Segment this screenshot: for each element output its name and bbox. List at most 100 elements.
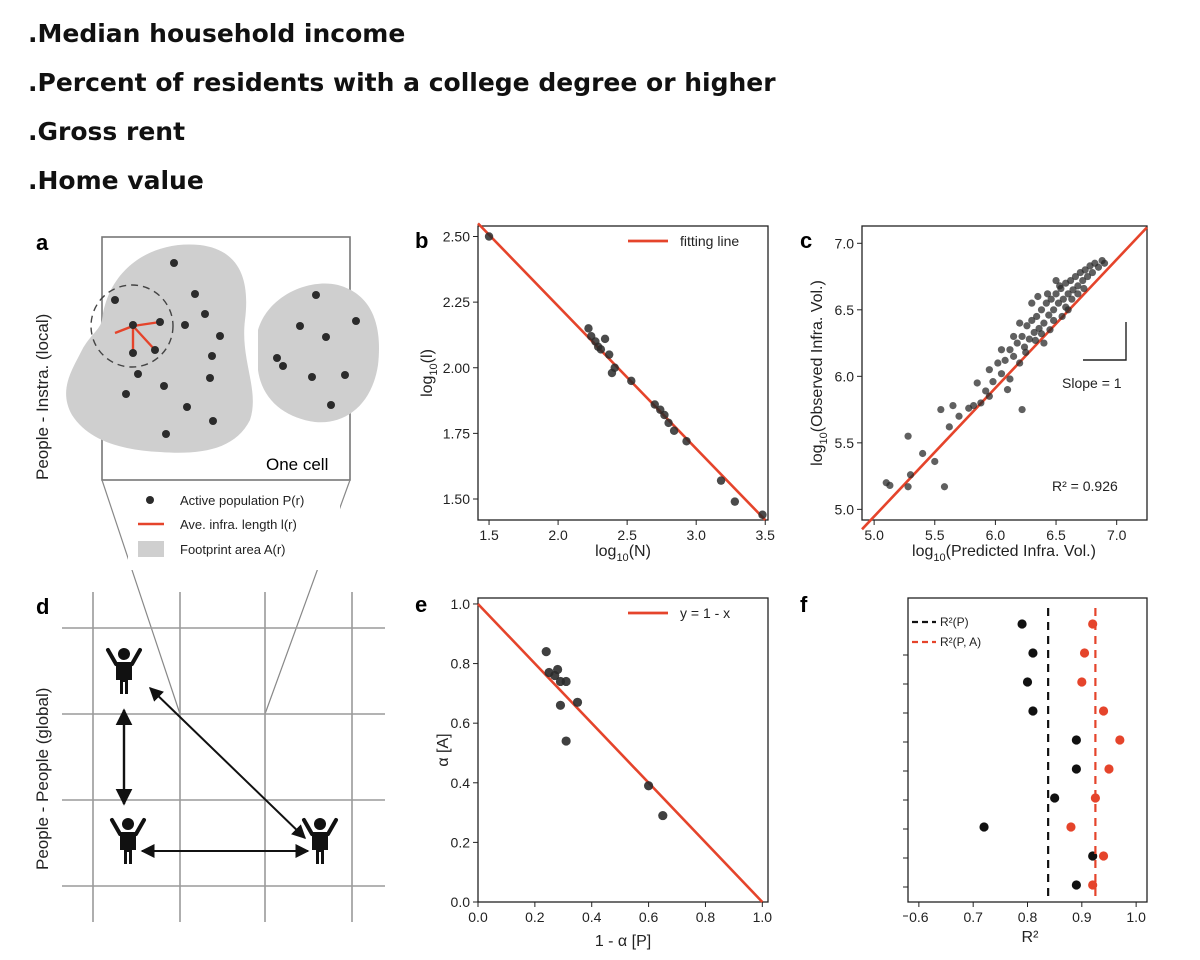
population-dot	[181, 321, 189, 329]
x-tick-label: 3.5	[756, 527, 776, 543]
plot-frame	[477, 597, 769, 903]
panel-f-letter: f	[800, 592, 808, 617]
data-point	[904, 483, 912, 491]
data-point	[1028, 648, 1038, 658]
panel-e: e 0.0 0.2 0.4 0.6 0.8 1.0 0.0 0.2 0.4 0.6 0.8 1.0 1 …	[415, 592, 772, 950]
x-tick-label: 1.0	[753, 909, 773, 925]
data-point	[1098, 706, 1109, 716]
one-cell-label: One cell	[266, 455, 328, 474]
x-axis-label: R²	[1022, 929, 1040, 946]
data-point	[660, 410, 669, 420]
data-point	[1050, 306, 1058, 314]
bullet-item-rent: .Gross rent	[28, 117, 186, 146]
data-point	[572, 697, 583, 707]
arrow-diagonal	[148, 687, 307, 839]
data-point	[977, 399, 985, 407]
data-point	[1071, 880, 1081, 890]
data-point	[1052, 290, 1060, 298]
panel-b-letter: b	[415, 228, 428, 253]
data-point	[1115, 735, 1125, 745]
x-tick-label: 2.0	[548, 527, 568, 543]
legend-label: R²(P, A)	[940, 635, 981, 649]
data-point	[1054, 299, 1063, 307]
population-dot	[129, 349, 137, 357]
neighborhood-circle	[90, 284, 174, 368]
population-dot	[279, 362, 287, 370]
data-point	[1018, 332, 1026, 341]
y-tick-label: 6.0	[835, 368, 855, 384]
data-point	[541, 647, 551, 657]
population-dot	[206, 374, 214, 382]
population-dot	[134, 370, 142, 378]
data-point	[1090, 793, 1100, 803]
data-point	[1033, 312, 1041, 321]
slope-indicator	[1083, 322, 1127, 361]
x-tick-label: 5.5	[925, 527, 945, 543]
data-point	[643, 781, 654, 791]
data-point	[561, 736, 571, 746]
data-point	[1006, 346, 1014, 354]
data-point	[1071, 764, 1081, 774]
panel-c-letter: c	[800, 228, 812, 253]
panel-e-letter: e	[415, 592, 427, 617]
data-point	[973, 379, 981, 387]
data-point	[1045, 311, 1053, 319]
data-point	[1069, 286, 1077, 294]
y-tick-label: 7.0	[835, 235, 855, 251]
y-tick-label: 0.2	[451, 834, 471, 850]
fit-line	[861, 226, 1148, 531]
data-point	[1081, 266, 1089, 274]
y-tick-label: 0.8	[451, 656, 471, 672]
data-point	[1028, 299, 1036, 307]
data-point	[997, 346, 1006, 354]
panel-f: f 0.6 0.7 0.8 0.9 1.0 R²(P) R²(P, A) R²	[800, 592, 1148, 946]
population-dot	[308, 373, 316, 381]
population-dot	[156, 318, 164, 326]
panel-b: b 1.5 2.0 2.5 3.0 3.5 1.50 1.75 2.00 2.25 2.50 log…	[415, 222, 776, 564]
grid-lines	[62, 592, 385, 922]
data-point	[985, 392, 993, 400]
x-tick-label: 7.0	[1107, 527, 1127, 543]
x-tick-label: 1.0	[1126, 909, 1146, 925]
population-dot	[111, 296, 119, 304]
data-point	[610, 363, 619, 372]
panel-d: d People - People (global)	[33, 592, 385, 922]
bullet-item-income: .Median household income	[28, 19, 406, 48]
data-point	[1104, 764, 1114, 774]
slope-label: Slope = 1	[1062, 375, 1122, 391]
data-point	[997, 370, 1006, 378]
person-icon-bottom-left	[110, 816, 146, 866]
legend-infra-label: Ave. infra. length l(r)	[180, 517, 297, 532]
x-tick-label: 0.8	[1018, 909, 1038, 925]
bullet-item-college: .Percent of residents with a college deg…	[28, 68, 776, 97]
x-tick-label: 0.2	[525, 909, 545, 925]
data-point	[1016, 319, 1024, 327]
population-dot	[151, 346, 159, 354]
y-tick-label: 2.25	[443, 294, 470, 310]
data-point	[1028, 706, 1038, 716]
population-dot	[312, 291, 320, 299]
population-dot	[191, 290, 199, 298]
data-point	[669, 426, 679, 435]
y-tick-label: 0.0	[451, 894, 471, 910]
data-point	[682, 437, 691, 446]
population-dot	[201, 310, 209, 318]
data-point	[886, 481, 894, 490]
data-point	[584, 324, 593, 333]
data-point	[982, 387, 990, 395]
data-point	[650, 400, 659, 409]
zoom-line-left	[101, 479, 181, 715]
data-point	[969, 401, 978, 410]
data-point	[1040, 319, 1048, 327]
data-point	[904, 432, 912, 440]
panel-d-letter: d	[36, 594, 49, 619]
y-tick-label: 1.0	[451, 596, 471, 612]
x-tick-label: 0.7	[963, 909, 983, 925]
panel-a: a People - Instra. (local) One cell Acti…	[33, 230, 379, 715]
data-point	[1071, 272, 1080, 281]
legend-dot-symbol	[146, 496, 154, 504]
data-point	[1037, 306, 1046, 314]
y-axis-label: log10(l)	[419, 349, 440, 397]
bullet-item-home-value: .Home value	[28, 166, 204, 195]
